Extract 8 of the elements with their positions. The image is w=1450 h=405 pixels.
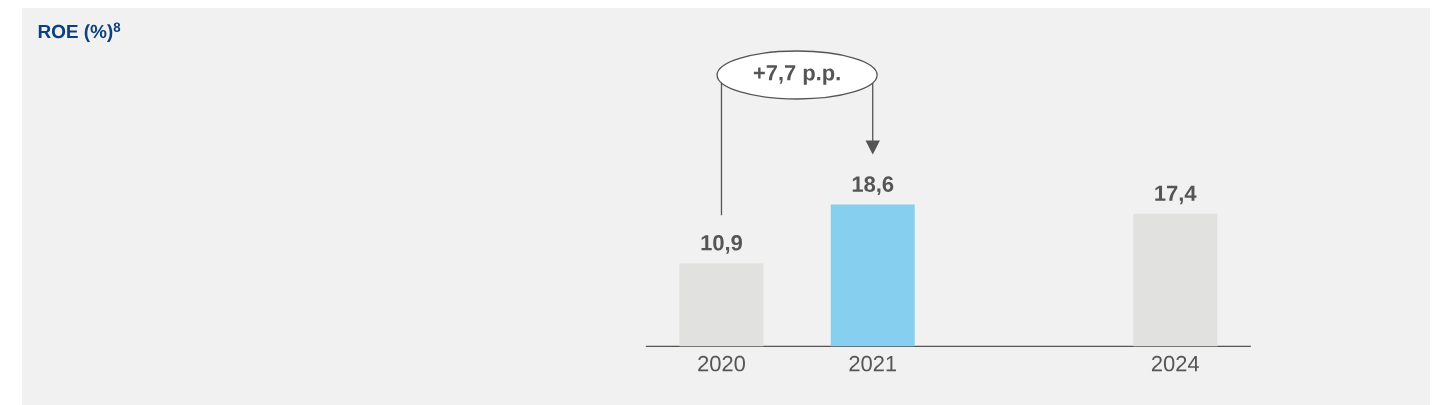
data-label: 17,4	[1155, 185, 1197, 205]
text: ROE (%)$^{8}$	[38, 22, 121, 42]
data-label: 10,9	[701, 235, 742, 254]
x-tick-label: 2024	[1151, 355, 1199, 372]
text: +7,7 p.p.	[753, 65, 840, 85]
x-tick-label: 2021	[849, 355, 897, 372]
data-label: 18,6	[852, 176, 894, 196]
x-tick-label: 2020	[698, 355, 745, 372]
